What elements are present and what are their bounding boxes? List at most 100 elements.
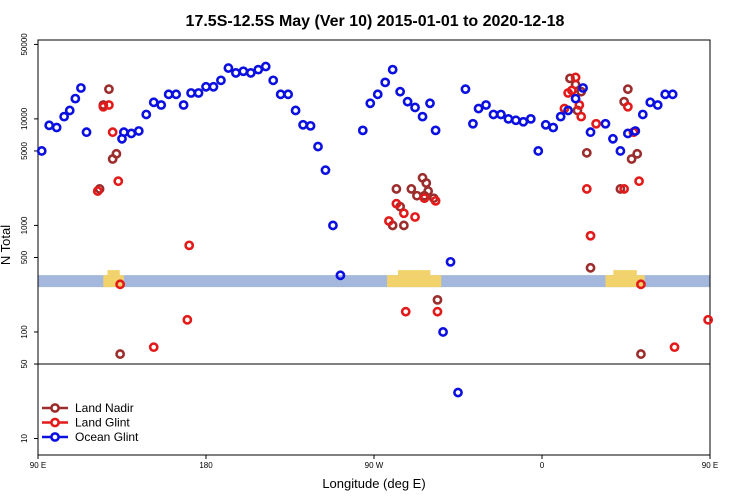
- land-strip-bump: [613, 270, 637, 276]
- ocean-glint-point: [81, 127, 92, 138]
- land-glint-point: [148, 342, 159, 353]
- ocean-glint-point: [208, 81, 219, 92]
- ocean-glint-point: [417, 111, 428, 122]
- data-points: [36, 61, 714, 398]
- land-nadir-point: [622, 84, 633, 95]
- land-nadir-point: [406, 184, 417, 194]
- land-nadir-point: [585, 262, 596, 273]
- ocean-glint-point: [335, 270, 346, 281]
- ocean-glint-point: [283, 89, 294, 100]
- x-tick-label: 90 E: [702, 461, 718, 470]
- ocean-glint-point: [410, 102, 420, 113]
- land-strip-bump: [107, 270, 120, 276]
- land-glint-point: [669, 342, 680, 353]
- ocean-glint-point: [245, 68, 256, 78]
- ocean-glint-point: [563, 105, 574, 116]
- ocean-glint-point: [193, 88, 204, 98]
- ocean-glint-point: [468, 118, 478, 129]
- land-glint-point: [430, 195, 441, 206]
- land-nadir-point: [615, 184, 626, 194]
- land-nadir-point: [626, 154, 637, 164]
- ocean-glint-point: [51, 122, 62, 133]
- ocean-glint-point: [365, 98, 376, 109]
- legend-label-land-nadir: Land Nadir: [75, 401, 134, 415]
- legend-marker-land-nadir: [50, 403, 60, 413]
- ocean-glint-point: [133, 126, 144, 136]
- ocean-glint-point: [380, 77, 391, 88]
- ocean-glint-point: [216, 75, 226, 86]
- ocean-glint-point: [313, 141, 323, 152]
- land-strip-segment: [103, 275, 124, 288]
- land-strip-segment: [387, 275, 442, 288]
- land-glint-point: [585, 230, 596, 241]
- x-tick-label: 90 E: [30, 461, 46, 470]
- land-nadir-point: [581, 147, 592, 158]
- land-glint-point: [115, 279, 126, 290]
- ocean-glint-point: [445, 256, 456, 267]
- ocean-glint-point: [608, 133, 618, 144]
- land-glint-point: [622, 101, 633, 112]
- land-glint-point: [576, 111, 587, 122]
- ocean-glint-point: [578, 83, 588, 93]
- ocean-glint-point: [555, 111, 566, 122]
- ocean-glint-point: [652, 100, 663, 110]
- land-glint-point: [410, 212, 420, 222]
- land-glint-point: [432, 306, 443, 317]
- ocean-glint-point: [372, 89, 383, 100]
- x-tick-label: 90 W: [365, 461, 384, 470]
- land-glint-point: [92, 186, 103, 196]
- land-nadir-point: [115, 349, 126, 359]
- y-tick-label: 50: [20, 359, 29, 368]
- x-tick-label: 180: [199, 461, 213, 470]
- land-glint-point: [384, 216, 394, 226]
- ocean-glint-point: [178, 100, 189, 110]
- legend-label-land-glint: Land Glint: [75, 416, 130, 430]
- land-glint-point: [591, 118, 602, 129]
- ocean-glint-point: [548, 122, 559, 133]
- ocean-glint-point: [402, 96, 413, 107]
- chart-title: 17.5S-12.5S May (Ver 10) 2015-01-01 to 2…: [186, 13, 565, 30]
- ocean-glint-point: [59, 111, 70, 122]
- y-tick-label: 50000: [20, 33, 29, 56]
- land-nadir-point: [432, 294, 443, 305]
- y-tick-label: 10000: [20, 107, 29, 130]
- ocean-glint-point: [156, 100, 167, 110]
- ocean-glint-point: [357, 125, 368, 136]
- land-glint-point: [184, 240, 195, 251]
- ocean-glint-point: [453, 387, 463, 398]
- land-glint-point: [107, 127, 118, 138]
- legend-marker-land-glint: [50, 417, 60, 428]
- ocean-glint-point: [70, 93, 81, 104]
- y-tick-label: 1000: [20, 216, 29, 234]
- land-nadir-point: [565, 73, 575, 84]
- ocean-glint-point: [223, 63, 234, 73]
- ocean-glint-point: [585, 127, 596, 138]
- legend-marker-ocean-glint: [50, 432, 60, 442]
- ocean-strip: [38, 275, 710, 288]
- y-tick-label: 100: [20, 325, 29, 339]
- land-nadir-point: [104, 84, 114, 95]
- ocean-glint-point: [481, 100, 491, 110]
- ocean-glint-point: [387, 64, 398, 75]
- land-strip-bump: [397, 270, 431, 276]
- land-glint-point: [400, 306, 411, 317]
- legend-label-ocean-glint: Ocean Glint: [75, 430, 139, 444]
- land-glint-point: [634, 176, 644, 187]
- land-strip-segment: [605, 275, 645, 288]
- y-tick-label: 5000: [20, 142, 29, 160]
- y-axis: 10 50 100 500 1000 5000 10000 50000: [20, 33, 38, 443]
- ocean-glint-point: [438, 327, 448, 337]
- land-glint-point: [703, 314, 714, 325]
- y-axis-label: N Total: [0, 225, 13, 265]
- ocean-glint-point: [525, 113, 536, 124]
- ocean-glint-point: [64, 105, 75, 116]
- ocean-glint-point: [328, 220, 338, 231]
- land-glint-point: [636, 279, 646, 290]
- ocean-glint-point: [268, 75, 279, 86]
- ocean-glint-point: [533, 146, 544, 156]
- ocean-glint-point: [320, 165, 331, 176]
- ocean-glint-point: [141, 109, 152, 120]
- ocean-glint-point: [290, 105, 301, 116]
